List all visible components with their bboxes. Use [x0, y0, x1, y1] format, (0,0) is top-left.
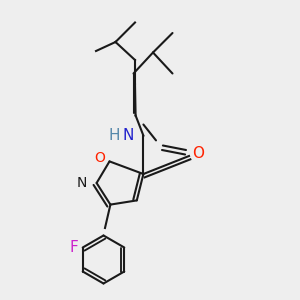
Text: N: N — [122, 128, 134, 143]
Text: N: N — [76, 176, 87, 190]
Text: O: O — [192, 146, 204, 160]
Text: H: H — [109, 128, 120, 143]
Text: O: O — [95, 151, 106, 165]
Text: F: F — [70, 240, 78, 255]
